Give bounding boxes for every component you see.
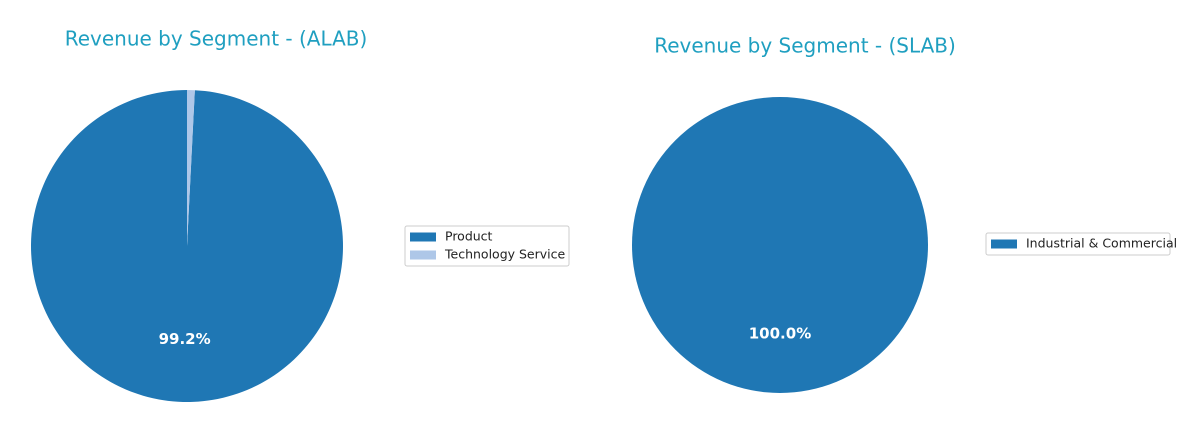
legend-label: Product bbox=[445, 229, 493, 244]
legend-label: Industrial & Commercial bbox=[1026, 236, 1177, 251]
legend-swatch bbox=[991, 239, 1017, 249]
chart-title: Revenue by Segment - (SLAB) bbox=[654, 34, 956, 58]
pie-slice bbox=[632, 97, 928, 393]
pie-slice bbox=[187, 90, 195, 246]
legend-swatch bbox=[410, 232, 436, 242]
legend-box bbox=[985, 232, 1171, 256]
legend-label: Technology Service bbox=[444, 247, 566, 262]
legend-box bbox=[404, 225, 570, 267]
legend-swatch bbox=[410, 250, 436, 260]
pie-slice bbox=[30, 90, 343, 403]
value-label: 100.0% bbox=[749, 324, 811, 342]
value-label: 99.2% bbox=[159, 330, 211, 348]
chart-title: Revenue by Segment - (ALAB) bbox=[65, 27, 368, 51]
